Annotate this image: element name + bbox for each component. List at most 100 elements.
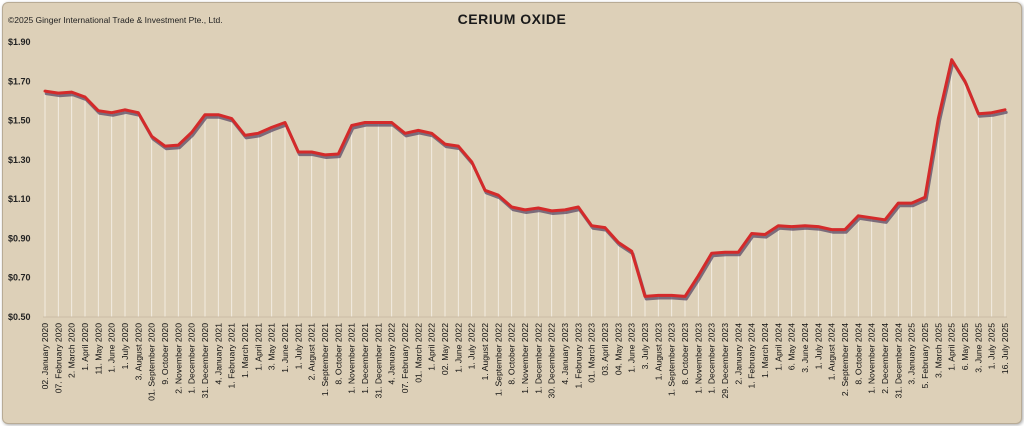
data-point [723,250,727,254]
x-tick-label: 2. November 2020 [173,323,183,394]
series-line-shadow [44,60,1008,301]
data-point [257,132,260,135]
x-tick-label: 2. August 2021 [307,323,317,381]
x-tick-label: 5. February 2025 [920,323,930,389]
drop-lines [44,59,1006,317]
x-tick-label: 8. October 2024 [853,323,863,385]
x-tick-label: 1. July 2024 [813,323,823,370]
x-tick-label: 1. August 2023 [653,323,663,381]
data-point [697,274,700,277]
x-tick-label: 29. December 2023 [720,323,730,399]
x-tick-label: 8. October 2023 [680,323,690,385]
x-tick-label: 1. September 2023 [667,323,677,396]
data-point [910,201,913,205]
x-tick-label: 1. August 2022 [480,323,490,381]
data-point [110,111,113,114]
data-point [70,90,73,94]
data-point [417,129,420,132]
data-point [963,80,967,83]
data-point [97,109,100,112]
data-point [843,228,847,231]
x-tick-label: 1. July 2022 [467,323,477,370]
x-tick-label: 31. December 2024 [893,323,903,399]
x-tick-label: 31. December 2021 [373,323,383,399]
x-tick-label: 1. April 2024 [773,323,783,371]
data-point [43,89,47,93]
x-tick-label: 1. November 2022 [520,323,530,394]
data-point [457,144,460,148]
data-point [230,117,233,120]
x-tick-label: 2. September 2024 [840,323,850,396]
data-point [510,205,513,209]
x-tick-label: 6. May 2024 [787,323,797,371]
x-tick-label: 3. March 2025 [933,323,943,378]
data-point [403,132,407,135]
x-tick-label: 1. April 2020 [80,323,90,371]
data-point [737,250,740,254]
x-tick-label: 1. July 2025 [987,323,997,370]
x-tick-label: 01. March 2022 [413,323,423,383]
x-tick-label: 3. July 2023 [640,323,650,370]
x-tick-label: 01. September 2020 [147,323,157,401]
data-point [563,208,567,212]
y-tick-label: $0.90 [8,233,31,243]
y-tick-label: $1.50 [8,116,31,126]
x-tick-label: 1. April 2025 [947,323,957,371]
data-point [950,58,953,61]
data-point [657,294,660,297]
data-point [923,195,927,199]
data-points [43,58,1007,298]
x-tick-label: 1. November 2021 [347,323,357,394]
data-point [710,251,713,255]
data-point [830,228,833,231]
data-point [310,150,313,154]
x-tick-label: 8. October 2022 [507,323,517,385]
x-tick-label: 4. January 2021 [213,323,223,385]
data-point [163,144,167,148]
y-axis: $0.50 $0.70 $0.90 $1.10 $1.30 $1.50 $1.70 $1.90 [8,37,31,322]
data-point [790,225,793,228]
x-tick-label: 1. August 2024 [827,323,837,381]
x-tick-label: 07. February 2020 [53,323,63,393]
data-point [777,224,780,227]
data-point [550,209,553,213]
line-chart: ©2025 Ginger International Trade & Inves… [8,11,1010,401]
data-point [470,160,473,164]
data-point [643,295,647,298]
data-point [177,143,180,147]
copyright-text: ©2025 Ginger International Trade & Inves… [8,15,223,25]
x-tick-label: 3. January 2025 [907,323,917,385]
x-tick-label: 04. May 2023 [613,323,623,375]
series-group [43,58,1008,301]
x-tick-label: 2. March 2020 [67,323,77,378]
x-tick-label: 1. December 2022 [533,323,543,394]
data-point [57,91,60,95]
x-tick-label: 1. December 2020 [187,323,197,394]
chart-title: CERIUM OXIDE [458,11,567,27]
data-point [937,117,940,120]
data-point [150,135,153,138]
data-point [323,153,327,157]
y-tick-label: $0.50 [8,312,31,322]
data-point [683,295,687,298]
data-point [617,241,620,244]
x-tick-label: 1. March 2021 [240,323,250,378]
x-tick-label: 3. June 2025 [973,323,983,373]
data-point [297,150,300,154]
data-point [897,201,900,205]
data-point [363,121,367,124]
data-point [350,124,353,127]
y-tick-label: $1.70 [8,76,31,86]
x-tick-label: 1. September 2021 [320,323,330,396]
data-point [577,205,580,209]
data-point [483,189,487,192]
x-tick-label: 1. February 2021 [227,323,237,389]
data-point [590,224,593,227]
data-point [603,226,607,229]
data-point [977,112,980,115]
x-tick-label: 1. December 2023 [707,323,717,394]
x-axis: 02. January 2020 07. February 2020 2. Marc… [40,316,1010,401]
y-tick-label: $0.70 [8,273,31,283]
x-tick-label: 1. June 2021 [280,323,290,373]
